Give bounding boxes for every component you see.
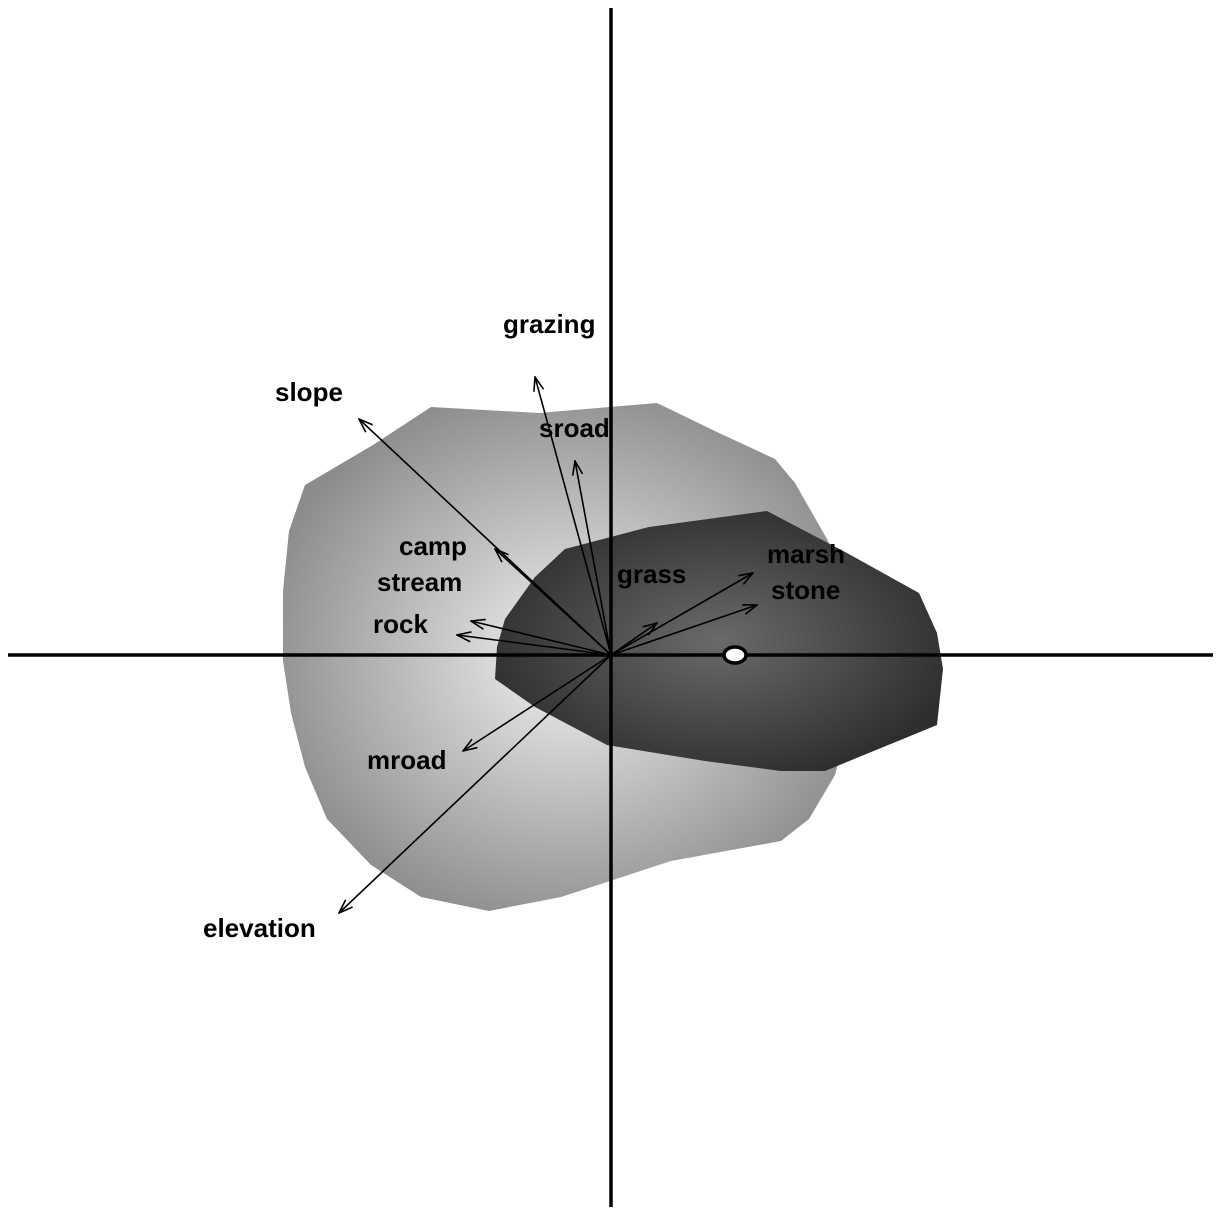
vector-label-slope: slope (275, 377, 343, 407)
vector-arrow-stone (610, 605, 757, 656)
vector-label-marsh: marsh (767, 539, 845, 569)
vector-label-stream: stream (377, 567, 462, 597)
vector-label-grass: grass (617, 559, 686, 589)
vector-label-sroad: sroad (539, 413, 610, 443)
vector-arrow-sroad (575, 461, 612, 656)
vector-arrow-stream (471, 621, 612, 656)
vector-label-grazing: grazing (503, 309, 595, 339)
centroid-marker (722, 645, 748, 665)
vector-label-elevation: elevation (203, 913, 316, 943)
vector-arrow-mroad (463, 654, 612, 751)
hull-layer (283, 403, 943, 911)
vector-label-rock: rock (373, 609, 428, 639)
vector-layer (339, 377, 757, 913)
vector-arrow-rock (457, 635, 612, 656)
label-layer: grazing slope sroad camp stream rock grass mars… (203, 309, 845, 943)
vector-label-stone: stone (771, 575, 840, 605)
vector-arrow-elevation (339, 654, 612, 913)
vector-arrow-camp (495, 549, 612, 656)
inner-hull (495, 511, 943, 771)
vector-label-mroad: mroad (367, 745, 446, 775)
centroid-layer (722, 645, 748, 665)
vector-arrow-marsh (610, 573, 753, 656)
vector-label-camp: camp (399, 531, 467, 561)
axis-layer (8, 8, 1213, 1207)
vector-arrow-grazing (535, 377, 612, 656)
